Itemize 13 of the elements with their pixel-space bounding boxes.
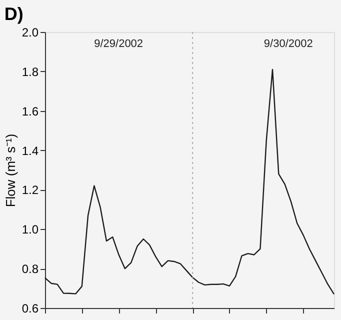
y-tick-label: 2.0 (22, 26, 39, 40)
y-tick-label: 1.0 (22, 222, 39, 237)
y-axis-title: Flow (m³ s⁻¹) (2, 134, 18, 208)
y-tick-label: 0.8 (22, 262, 39, 276)
y-tick-label: 1.8 (22, 64, 39, 79)
annotation: 9/30/2002 (264, 38, 313, 50)
annotation: 9/29/2002 (94, 38, 144, 50)
chart-title: D) (4, 4, 24, 24)
y-tick-label: 1.4 (22, 144, 39, 158)
y-tick-label: 0.6 (22, 302, 39, 316)
line-series (44, 68, 335, 295)
y-tick-label: 1.2 (22, 183, 39, 198)
y-tick-label: 1.6 (22, 104, 39, 118)
